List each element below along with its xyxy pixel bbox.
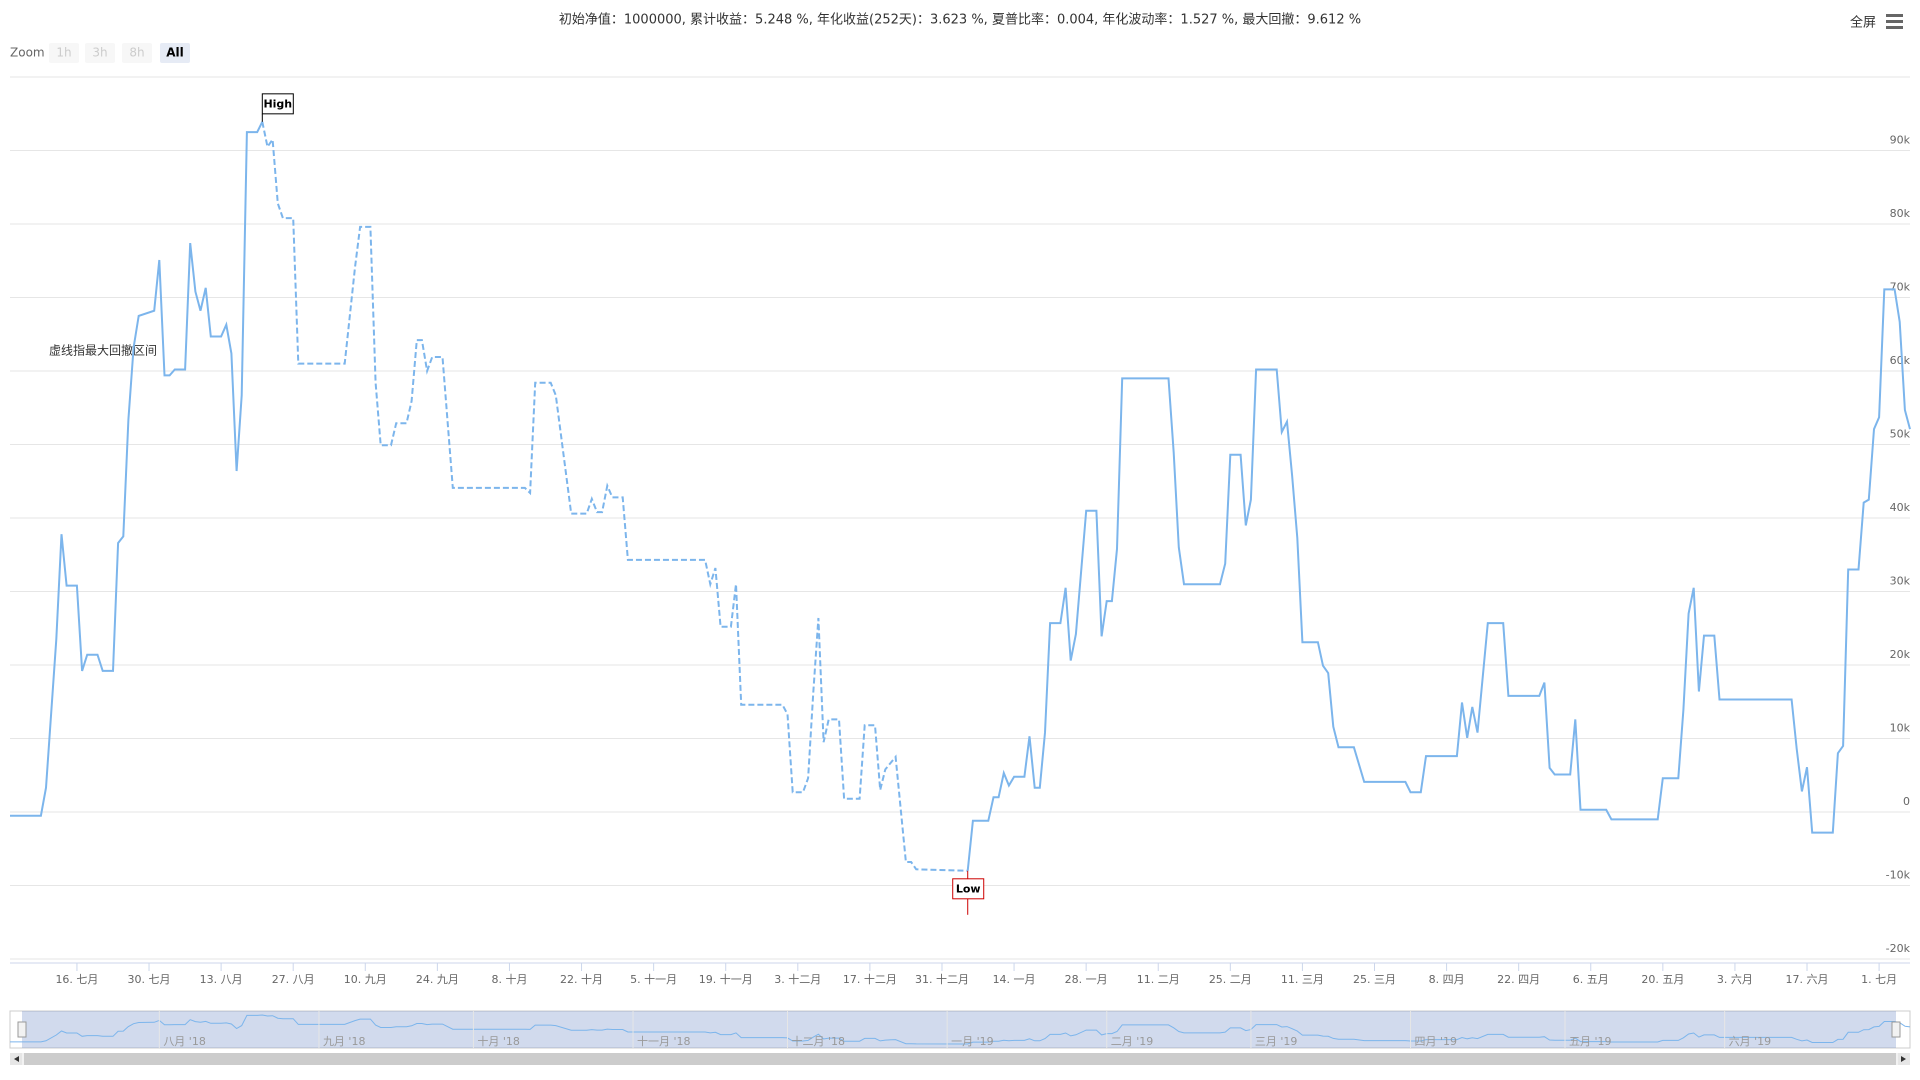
navigator-handle[interactable] <box>1891 1021 1901 1038</box>
x-tick-label: 16. 七月 <box>55 973 98 986</box>
x-tick-label: 25. 二月 <box>1209 973 1252 986</box>
x-tick-label: 31. 十二月 <box>915 972 969 986</box>
navigator-tick-label: 十一月 '18 <box>637 1034 691 1048</box>
y-tick-label: 30k <box>1890 575 1911 588</box>
x-tick-label: 22. 四月 <box>1497 973 1540 986</box>
scrollbar-thumb[interactable] <box>24 1053 1896 1065</box>
flag-label: Low <box>956 882 981 895</box>
y-tick-label: 80k <box>1890 207 1911 220</box>
x-tick-label: 17. 六月 <box>1786 973 1829 986</box>
zoom-button-label[interactable]: 8h <box>129 46 144 60</box>
navigator-tick-label: 十二月 '18 <box>792 1034 846 1048</box>
y-tick-label: 50k <box>1890 428 1911 441</box>
y-tick-label: -20k <box>1886 942 1911 955</box>
menu-bar <box>1886 14 1903 17</box>
menu-icon[interactable] <box>1886 14 1903 29</box>
fullscreen-button[interactable]: 全屏 <box>1850 15 1876 31</box>
navigator-tick-label: 一月 '19 <box>951 1035 994 1048</box>
y-tick-label: 0 <box>1903 795 1910 808</box>
x-tick-label: 6. 五月 <box>1573 973 1609 986</box>
line <box>966 288 1911 871</box>
menu-bar <box>1886 26 1903 29</box>
zoom-button <box>85 43 115 63</box>
x-tick-label: 10. 九月 <box>344 973 387 986</box>
y-tick-label: 10k <box>1890 722 1911 735</box>
x-tick-label: 17. 十二月 <box>843 972 897 986</box>
navigator-tick-label: 三月 '19 <box>1255 1035 1298 1048</box>
zoom-button <box>122 43 152 63</box>
y-tick-label: 20k <box>1890 648 1911 661</box>
x-tick-label: 3. 十二月 <box>774 972 821 986</box>
x-tick-label: 19. 十一月 <box>699 972 753 986</box>
navigator-tick-label: 十月 '18 <box>477 1034 520 1048</box>
navigator-line <box>10 1014 1911 1045</box>
zoom-button-label[interactable]: 3h <box>92 46 107 60</box>
zoom-label: Zoom <box>10 46 45 60</box>
flag <box>261 93 294 115</box>
zoom-button-label[interactable]: 1h <box>56 46 71 60</box>
navigator-tick-label: 八月 '18 <box>163 1035 206 1048</box>
navigator-tick-label: 五月 '19 <box>1569 1035 1612 1048</box>
x-tick-label: 8. 十月 <box>491 972 527 986</box>
flag <box>952 878 985 900</box>
x-tick-label: 11. 三月 <box>1281 973 1324 986</box>
y-tick-label: 40k <box>1890 501 1911 514</box>
x-tick-label: 25. 三月 <box>1353 973 1396 986</box>
annotation: 虚线指最大回撤区间 <box>49 343 157 358</box>
scrollbar-arrow <box>14 1056 19 1062</box>
x-tick-label: 8. 四月 <box>1429 973 1465 986</box>
zoom-button-label[interactable]: All <box>166 46 184 60</box>
chart-title: 初始净值：1000000, 累计收益：5.248 %, 年化收益(252天)：3… <box>559 12 1361 28</box>
x-tick-label: 27. 八月 <box>272 973 315 986</box>
navigator-outline <box>9 1010 1911 1049</box>
flag-label: High <box>263 97 292 110</box>
x-tick-label: 5. 十一月 <box>630 972 677 986</box>
x-tick-label: 13. 八月 <box>200 973 243 986</box>
zoom-button <box>160 43 190 63</box>
x-tick-label: 24. 九月 <box>416 973 459 986</box>
drawdown-line <box>261 121 968 872</box>
x-tick-label: 30. 七月 <box>128 973 171 986</box>
y-tick-label: 70k <box>1890 281 1911 294</box>
scrollbar-arrow <box>1901 1056 1906 1062</box>
x-tick-label: 1. 七月 <box>1861 973 1897 986</box>
navigator-tick-label: 四月 '19 <box>1415 1035 1458 1048</box>
navigator-tick-label: 九月 '18 <box>323 1035 366 1048</box>
y-tick-label: -10k <box>1886 869 1911 882</box>
navigator-tick-label: 六月 '19 <box>1729 1035 1772 1048</box>
navigator-handle[interactable] <box>17 1021 27 1038</box>
x-tick-label: 28. 一月 <box>1065 973 1108 986</box>
x-tick-label: 22. 十月 <box>560 972 603 986</box>
x-tick-label: 14. 一月 <box>993 973 1036 986</box>
y-tick-label: 60k <box>1890 354 1911 367</box>
line <box>10 121 264 817</box>
x-tick-label: 11. 二月 <box>1137 973 1180 986</box>
y-tick-label: 90k <box>1890 134 1911 147</box>
navigator-tick-label: 二月 '19 <box>1111 1035 1154 1048</box>
menu-bar <box>1886 20 1903 23</box>
zoom-button <box>49 43 79 63</box>
x-tick-label: 20. 五月 <box>1641 973 1684 986</box>
x-tick-label: 3. 六月 <box>1717 973 1753 986</box>
